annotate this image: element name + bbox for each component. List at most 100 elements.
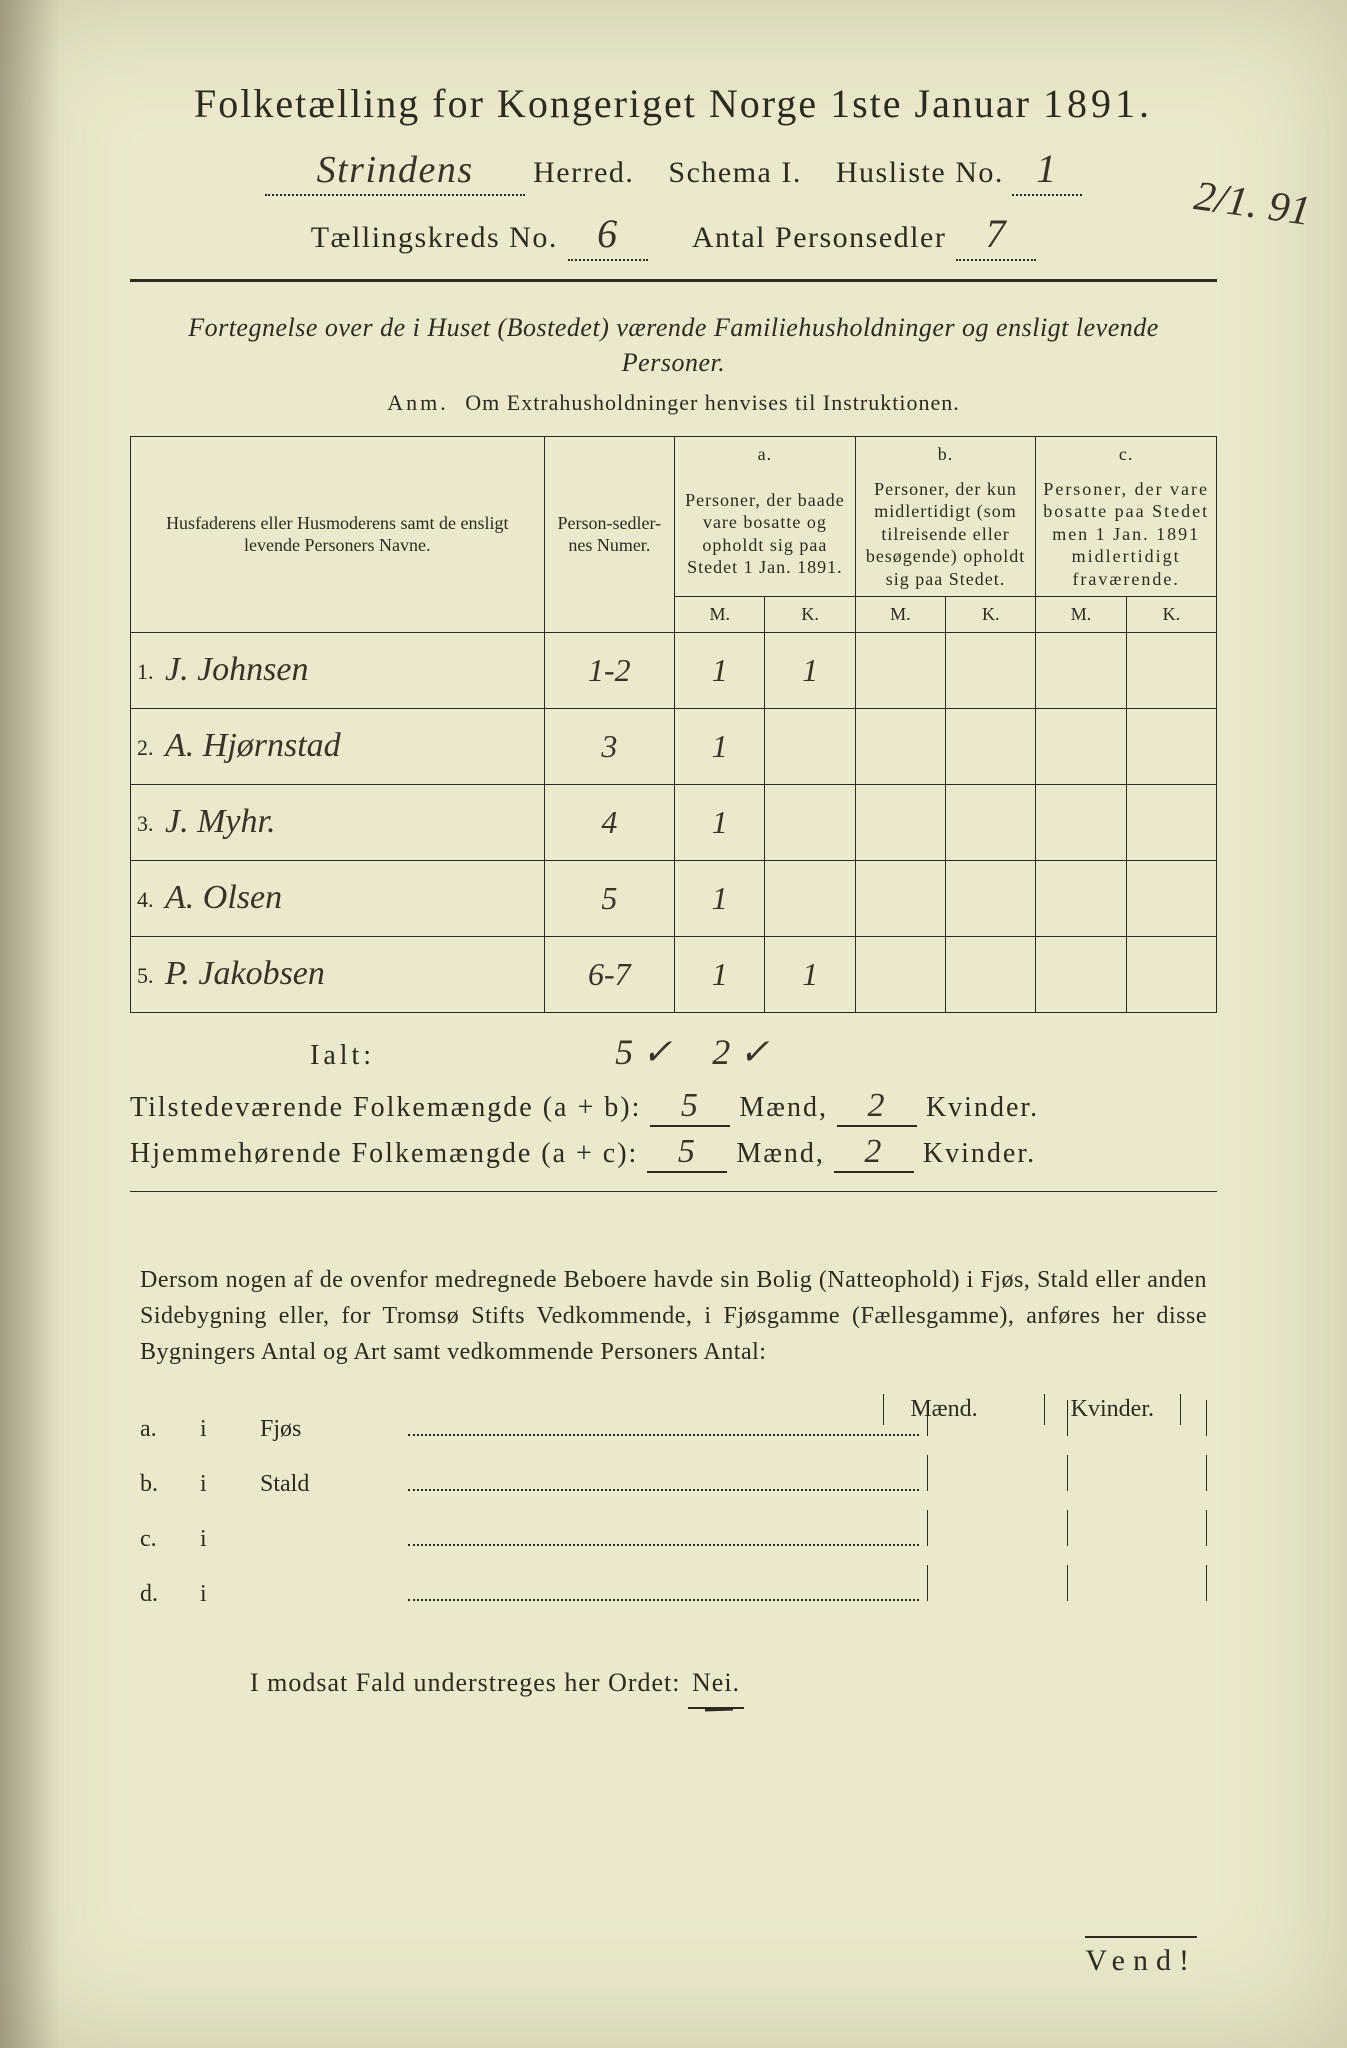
divider-2 — [130, 1191, 1217, 1192]
anm-rest: Om Extrahusholdninger henvises til Instr… — [465, 390, 959, 415]
outbuildings-header: Mænd. Kvinder. — [883, 1394, 1181, 1425]
person-name: P. Jakobsen — [165, 955, 325, 992]
c-m — [1036, 708, 1126, 784]
c-m — [1036, 632, 1126, 708]
row-number: 2. — [137, 735, 165, 761]
b-m — [855, 632, 945, 708]
c-k — [1126, 784, 1216, 860]
b-k — [946, 784, 1036, 860]
table-row: 3.J. Myhr.41 — [131, 784, 1217, 860]
person-name: J. Johnsen — [165, 651, 309, 688]
th-a-text: Personer, der baade vare bosatte og opho… — [675, 472, 856, 597]
ob-maend: Mænd. — [883, 1394, 1003, 1425]
present-m: 5 — [650, 1087, 730, 1127]
th-a-letter: a. — [675, 437, 856, 472]
table-row: 4.A. Olsen51 — [131, 860, 1217, 936]
b-m — [855, 860, 945, 936]
nei-line: I modsat Fald understreges her Ordet: Ne… — [250, 1668, 1217, 1698]
a-k: 1 — [765, 936, 855, 1012]
name-cell: 1.J. Johnsen — [131, 632, 545, 708]
b-m — [855, 936, 945, 1012]
schema-label: Schema I. — [668, 156, 801, 190]
person-name: A. Hjørnstad — [165, 727, 341, 764]
present-label: Tilstedeværende Folkemængde (a + b): — [130, 1092, 641, 1123]
name-cell: 2.A. Hjørnstad — [131, 708, 545, 784]
herred-value: Strindens — [265, 148, 525, 196]
ob-dots — [408, 1487, 919, 1491]
anm-lead: Anm. — [387, 390, 449, 415]
ialt-row: Ialt: 5 ✓ 2 ✓ — [310, 1031, 1217, 1073]
seddel-number: 6-7 — [544, 936, 675, 1012]
ob-place: Stald — [260, 1471, 400, 1498]
home-k: 2 — [834, 1133, 914, 1173]
ob-k-slot — [1067, 1510, 1207, 1546]
name-cell: 5.P. Jakobsen — [131, 936, 545, 1012]
th-c-letter: c. — [1036, 437, 1217, 472]
b-m — [855, 708, 945, 784]
th-c-m: M. — [1036, 597, 1126, 633]
name-cell: 3.J. Myhr. — [131, 784, 545, 860]
a-m: 1 — [675, 860, 765, 936]
ob-i: i — [200, 1526, 260, 1553]
kreds-value: 6 — [568, 210, 648, 261]
b-k — [946, 860, 1036, 936]
ob-i: i — [200, 1471, 260, 1498]
seddel-number: 5 — [544, 860, 675, 936]
present-line: Tilstedeværende Folkemængde (a + b): 5 M… — [130, 1087, 1217, 1127]
nei-word: Nei. — [688, 1668, 744, 1709]
title-year: 1891. — [1043, 81, 1153, 126]
person-name: J. Myhr. — [165, 803, 275, 840]
th-c-k: K. — [1126, 597, 1216, 633]
ialt-k: 2 ✓ — [712, 1031, 769, 1073]
c-m — [1036, 784, 1126, 860]
c-k — [1126, 936, 1216, 1012]
c-m — [1036, 936, 1126, 1012]
a-m: 1 — [675, 632, 765, 708]
b-m — [855, 784, 945, 860]
b-k — [946, 936, 1036, 1012]
table-row: 1.J. Johnsen1-211 — [131, 632, 1217, 708]
a-m: 1 — [675, 936, 765, 1012]
kvinder-2: Kvinder. — [923, 1138, 1036, 1169]
annotation-text: Anm. Om Extrahusholdninger henvises til … — [130, 390, 1217, 416]
b-k — [946, 632, 1036, 708]
name-cell: 4.A. Olsen — [131, 860, 545, 936]
ob-dots — [408, 1542, 919, 1546]
a-k — [765, 784, 855, 860]
outbuildings-para: Dersom nogen af de ovenfor medregnede Be… — [140, 1262, 1207, 1370]
antal-label: Antal Personsedler — [692, 221, 946, 255]
ob-m-slot — [927, 1510, 1067, 1546]
ob-dots — [408, 1432, 919, 1436]
ob-letter: d. — [140, 1581, 200, 1608]
ob-i: i — [200, 1416, 260, 1443]
divider — [130, 279, 1217, 282]
intro-text: Fortegnelse over de i Huset (Bostedet) v… — [160, 310, 1187, 380]
antal-value: 7 — [956, 210, 1036, 261]
outbuildings-block: Mænd. Kvinder. a.iFjøsb.iStaldc.id.i — [140, 1400, 1207, 1608]
row-number: 5. — [137, 963, 165, 989]
row-number: 1. — [137, 659, 165, 685]
header-row-1: Strindens Herred. Schema I. Husliste No.… — [130, 145, 1217, 196]
c-k — [1126, 632, 1216, 708]
ob-letter: a. — [140, 1416, 200, 1443]
th-name: Husfaderens eller Husmoderens samt de en… — [131, 437, 545, 633]
header-row-2: Tællingskreds No. 6 Antal Personsedler 7 — [130, 210, 1217, 261]
ialt-label: Ialt: — [310, 1040, 375, 1072]
c-k — [1126, 860, 1216, 936]
table-row: 2.A. Hjørnstad31 — [131, 708, 1217, 784]
ob-letter: c. — [140, 1526, 200, 1553]
ob-k-slot — [1067, 1455, 1207, 1491]
a-m: 1 — [675, 784, 765, 860]
th-a-m: M. — [675, 597, 765, 633]
census-form-page: 2/1. 91 Folketælling for Kongeriget Norg… — [0, 0, 1347, 2048]
home-m: 5 — [647, 1133, 727, 1173]
a-m: 1 — [675, 708, 765, 784]
husliste-value: 1 — [1012, 145, 1082, 196]
a-k — [765, 708, 855, 784]
seddel-number: 1-2 — [544, 632, 675, 708]
home-line: Hjemmehørende Folkemængde (a + c): 5 Mæn… — [130, 1133, 1217, 1173]
ob-m-slot — [927, 1455, 1067, 1491]
ob-kvinder: Kvinder. — [1044, 1394, 1181, 1425]
th-b-m: M. — [855, 597, 945, 633]
row-number: 4. — [137, 887, 165, 913]
